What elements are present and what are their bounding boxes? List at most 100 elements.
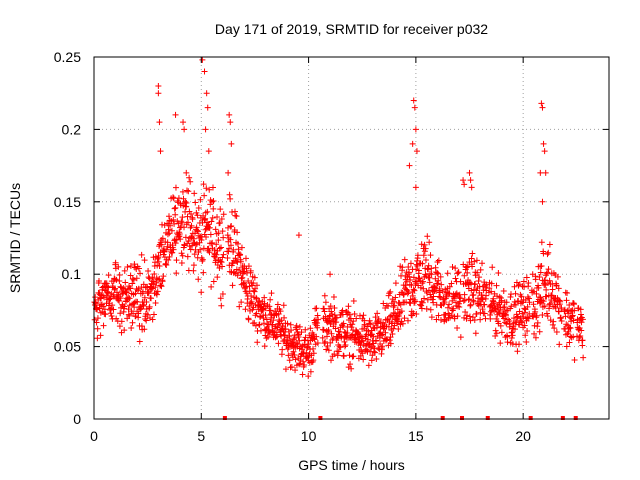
data-point bbox=[180, 195, 187, 202]
data-point bbox=[302, 334, 309, 341]
data-point bbox=[370, 348, 377, 355]
data-point bbox=[541, 303, 548, 310]
data-point bbox=[242, 284, 249, 291]
data-point bbox=[150, 281, 157, 288]
data-point bbox=[463, 312, 470, 319]
data-point bbox=[240, 280, 247, 287]
data-point bbox=[201, 192, 208, 199]
data-point bbox=[498, 329, 505, 336]
data-point bbox=[461, 291, 468, 298]
data-point bbox=[452, 275, 459, 282]
data-point bbox=[423, 305, 430, 312]
data-point bbox=[236, 303, 243, 310]
data-point bbox=[266, 331, 273, 338]
data-point bbox=[424, 265, 431, 272]
data-point bbox=[414, 257, 421, 264]
data-point bbox=[523, 339, 530, 346]
plot-frame bbox=[93, 56, 610, 420]
data-point bbox=[450, 305, 457, 312]
zero-marker bbox=[222, 416, 227, 420]
data-point bbox=[398, 308, 405, 315]
data-point bbox=[194, 227, 201, 234]
data-point bbox=[164, 231, 171, 238]
data-point bbox=[228, 223, 235, 230]
data-point bbox=[569, 313, 576, 320]
data-point bbox=[512, 301, 519, 308]
data-point bbox=[493, 282, 500, 289]
data-point bbox=[171, 220, 178, 227]
data-point bbox=[131, 264, 138, 271]
data-point bbox=[206, 224, 213, 231]
data-point bbox=[428, 265, 435, 272]
data-point bbox=[402, 282, 409, 289]
data-point bbox=[410, 310, 417, 317]
peak-point bbox=[466, 169, 473, 176]
data-point bbox=[321, 305, 328, 312]
data-point bbox=[94, 335, 101, 342]
data-point bbox=[325, 317, 332, 324]
data-point bbox=[525, 295, 532, 302]
data-point bbox=[116, 323, 123, 330]
data-point bbox=[328, 330, 335, 337]
peak-point bbox=[205, 148, 212, 155]
data-point bbox=[319, 334, 326, 341]
data-point bbox=[420, 252, 427, 259]
x-tick-label: 10 bbox=[301, 428, 317, 444]
data-point bbox=[494, 293, 501, 300]
data-point bbox=[441, 299, 448, 306]
data-point bbox=[302, 326, 309, 333]
data-point bbox=[387, 288, 394, 295]
data-point bbox=[261, 300, 268, 307]
data-point bbox=[190, 235, 197, 242]
data-point bbox=[477, 309, 484, 316]
peak-point bbox=[413, 148, 420, 155]
data-point bbox=[500, 287, 507, 294]
data-point bbox=[314, 339, 321, 346]
data-point bbox=[332, 325, 339, 332]
data-point bbox=[466, 296, 473, 303]
data-point bbox=[514, 348, 521, 355]
peak-point bbox=[155, 90, 162, 97]
peak-point bbox=[228, 140, 235, 147]
data-point bbox=[274, 301, 281, 308]
data-point bbox=[220, 251, 227, 258]
data-point bbox=[512, 290, 519, 297]
data-point bbox=[97, 295, 104, 302]
data-point bbox=[367, 321, 374, 328]
data-point bbox=[543, 286, 550, 293]
data-point bbox=[566, 339, 573, 346]
data-point bbox=[199, 257, 206, 264]
data-point bbox=[153, 275, 160, 282]
data-point bbox=[464, 269, 471, 276]
data-point bbox=[102, 311, 109, 318]
data-point bbox=[151, 271, 158, 278]
data-point bbox=[269, 321, 276, 328]
data-point bbox=[305, 373, 312, 380]
data-point bbox=[502, 319, 509, 326]
data-point bbox=[407, 260, 414, 267]
data-point bbox=[166, 253, 173, 260]
grid-lines bbox=[94, 57, 609, 419]
peak-point bbox=[537, 169, 544, 176]
data-point bbox=[157, 282, 164, 289]
data-point bbox=[200, 269, 207, 276]
data-point bbox=[287, 321, 294, 328]
data-point bbox=[373, 324, 380, 331]
data-point bbox=[371, 349, 378, 356]
data-point bbox=[313, 333, 320, 340]
data-point bbox=[139, 288, 146, 295]
data-point bbox=[438, 281, 445, 288]
data-point bbox=[467, 301, 474, 308]
data-point bbox=[406, 273, 413, 280]
data-point bbox=[555, 285, 562, 292]
data-point bbox=[454, 270, 461, 277]
data-point bbox=[307, 368, 314, 375]
data-point bbox=[419, 260, 426, 267]
data-point bbox=[310, 357, 317, 364]
data-point bbox=[100, 322, 107, 329]
data-point bbox=[253, 294, 260, 301]
data-point bbox=[116, 271, 123, 278]
data-point bbox=[580, 354, 587, 361]
data-point bbox=[536, 328, 543, 335]
